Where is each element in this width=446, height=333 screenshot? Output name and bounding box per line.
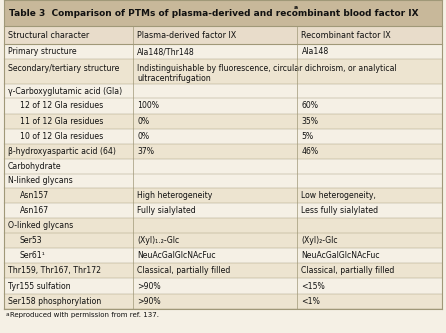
Bar <box>4 278 442 294</box>
Bar <box>4 144 442 160</box>
Text: 35%: 35% <box>301 117 318 126</box>
Bar <box>4 84 442 98</box>
Bar <box>4 160 442 173</box>
Bar <box>4 129 442 144</box>
Text: Ser53: Ser53 <box>20 236 43 245</box>
Text: 5%: 5% <box>301 132 314 141</box>
Text: NeuAcGalGlcNAcFuc: NeuAcGalGlcNAcFuc <box>137 251 216 260</box>
Text: 0%: 0% <box>137 117 149 126</box>
Bar <box>4 98 442 114</box>
Bar <box>4 114 442 129</box>
Text: Secondary/tertiary structure: Secondary/tertiary structure <box>8 64 120 73</box>
Bar <box>4 248 442 263</box>
Bar <box>4 188 442 203</box>
Bar <box>4 44 442 59</box>
Text: Asn167: Asn167 <box>20 206 49 215</box>
Text: (Xyl)₂-Glc: (Xyl)₂-Glc <box>301 236 338 245</box>
Text: a: a <box>294 5 298 10</box>
Text: Less fully sialylated: Less fully sialylated <box>301 206 379 215</box>
Bar <box>4 203 442 218</box>
Text: Low heterogeneity,: Low heterogeneity, <box>301 191 376 200</box>
Text: Ala148: Ala148 <box>301 47 329 56</box>
Text: Classical, partially filled: Classical, partially filled <box>137 266 231 275</box>
Text: 46%: 46% <box>301 147 318 156</box>
Text: Thr159, Thr167, Thr172: Thr159, Thr167, Thr172 <box>8 266 101 275</box>
Text: Ala148/Thr148: Ala148/Thr148 <box>137 47 195 56</box>
Bar <box>4 263 442 278</box>
Text: Tyr155 sulfation: Tyr155 sulfation <box>8 282 70 291</box>
Text: 0%: 0% <box>137 132 149 141</box>
Text: 11 of 12 Gla residues: 11 of 12 Gla residues <box>20 117 103 126</box>
Bar <box>4 294 442 309</box>
Text: Primary structure: Primary structure <box>8 47 77 56</box>
Text: Classical, partially filled: Classical, partially filled <box>301 266 395 275</box>
Text: Asn157: Asn157 <box>20 191 49 200</box>
Text: 37%: 37% <box>137 147 154 156</box>
Bar <box>4 59 442 84</box>
Text: O-linked glycans: O-linked glycans <box>8 221 73 230</box>
Text: <1%: <1% <box>301 297 320 306</box>
Text: β-hydroxyaspartic acid (64): β-hydroxyaspartic acid (64) <box>8 147 116 156</box>
Text: Fully sialylated: Fully sialylated <box>137 206 196 215</box>
Text: 10 of 12 Gla residues: 10 of 12 Gla residues <box>20 132 103 141</box>
Bar <box>4 218 442 233</box>
Text: γ-Carboxyglutamic acid (Gla): γ-Carboxyglutamic acid (Gla) <box>8 87 122 96</box>
Text: (Xyl)₁.₂-Glc: (Xyl)₁.₂-Glc <box>137 236 179 245</box>
Text: a: a <box>6 312 10 317</box>
Text: High heterogeneity: High heterogeneity <box>137 191 213 200</box>
Text: <15%: <15% <box>301 282 325 291</box>
Text: 100%: 100% <box>137 102 159 111</box>
Bar <box>4 233 442 248</box>
Text: Indistinguishable by fluorescence, circular dichroism, or analytical
ultracentri: Indistinguishable by fluorescence, circu… <box>137 64 397 83</box>
Text: Plasma-derived factor IX: Plasma-derived factor IX <box>137 31 236 40</box>
Bar <box>4 173 442 188</box>
Text: NeuAcGalGlcNAcFuc: NeuAcGalGlcNAcFuc <box>301 251 380 260</box>
Text: >90%: >90% <box>137 297 161 306</box>
Text: Ser158 phosphorylation: Ser158 phosphorylation <box>8 297 101 306</box>
Text: Recombinant factor IX: Recombinant factor IX <box>301 31 391 40</box>
Bar <box>4 0 442 26</box>
Text: Table 3  Comparison of PTMs of plasma-derived and recombinant blood factor IX: Table 3 Comparison of PTMs of plasma-der… <box>9 9 419 18</box>
Text: 60%: 60% <box>301 102 318 111</box>
Text: Structural character: Structural character <box>8 31 89 40</box>
Text: Reproduced with permission from ref. 137.: Reproduced with permission from ref. 137… <box>10 312 159 318</box>
Bar <box>4 26 442 44</box>
Text: >90%: >90% <box>137 282 161 291</box>
Text: Carbohydrate: Carbohydrate <box>8 162 62 171</box>
Text: Ser61¹: Ser61¹ <box>20 251 46 260</box>
Text: N-linked glycans: N-linked glycans <box>8 176 73 185</box>
Text: 12 of 12 Gla residues: 12 of 12 Gla residues <box>20 102 103 111</box>
